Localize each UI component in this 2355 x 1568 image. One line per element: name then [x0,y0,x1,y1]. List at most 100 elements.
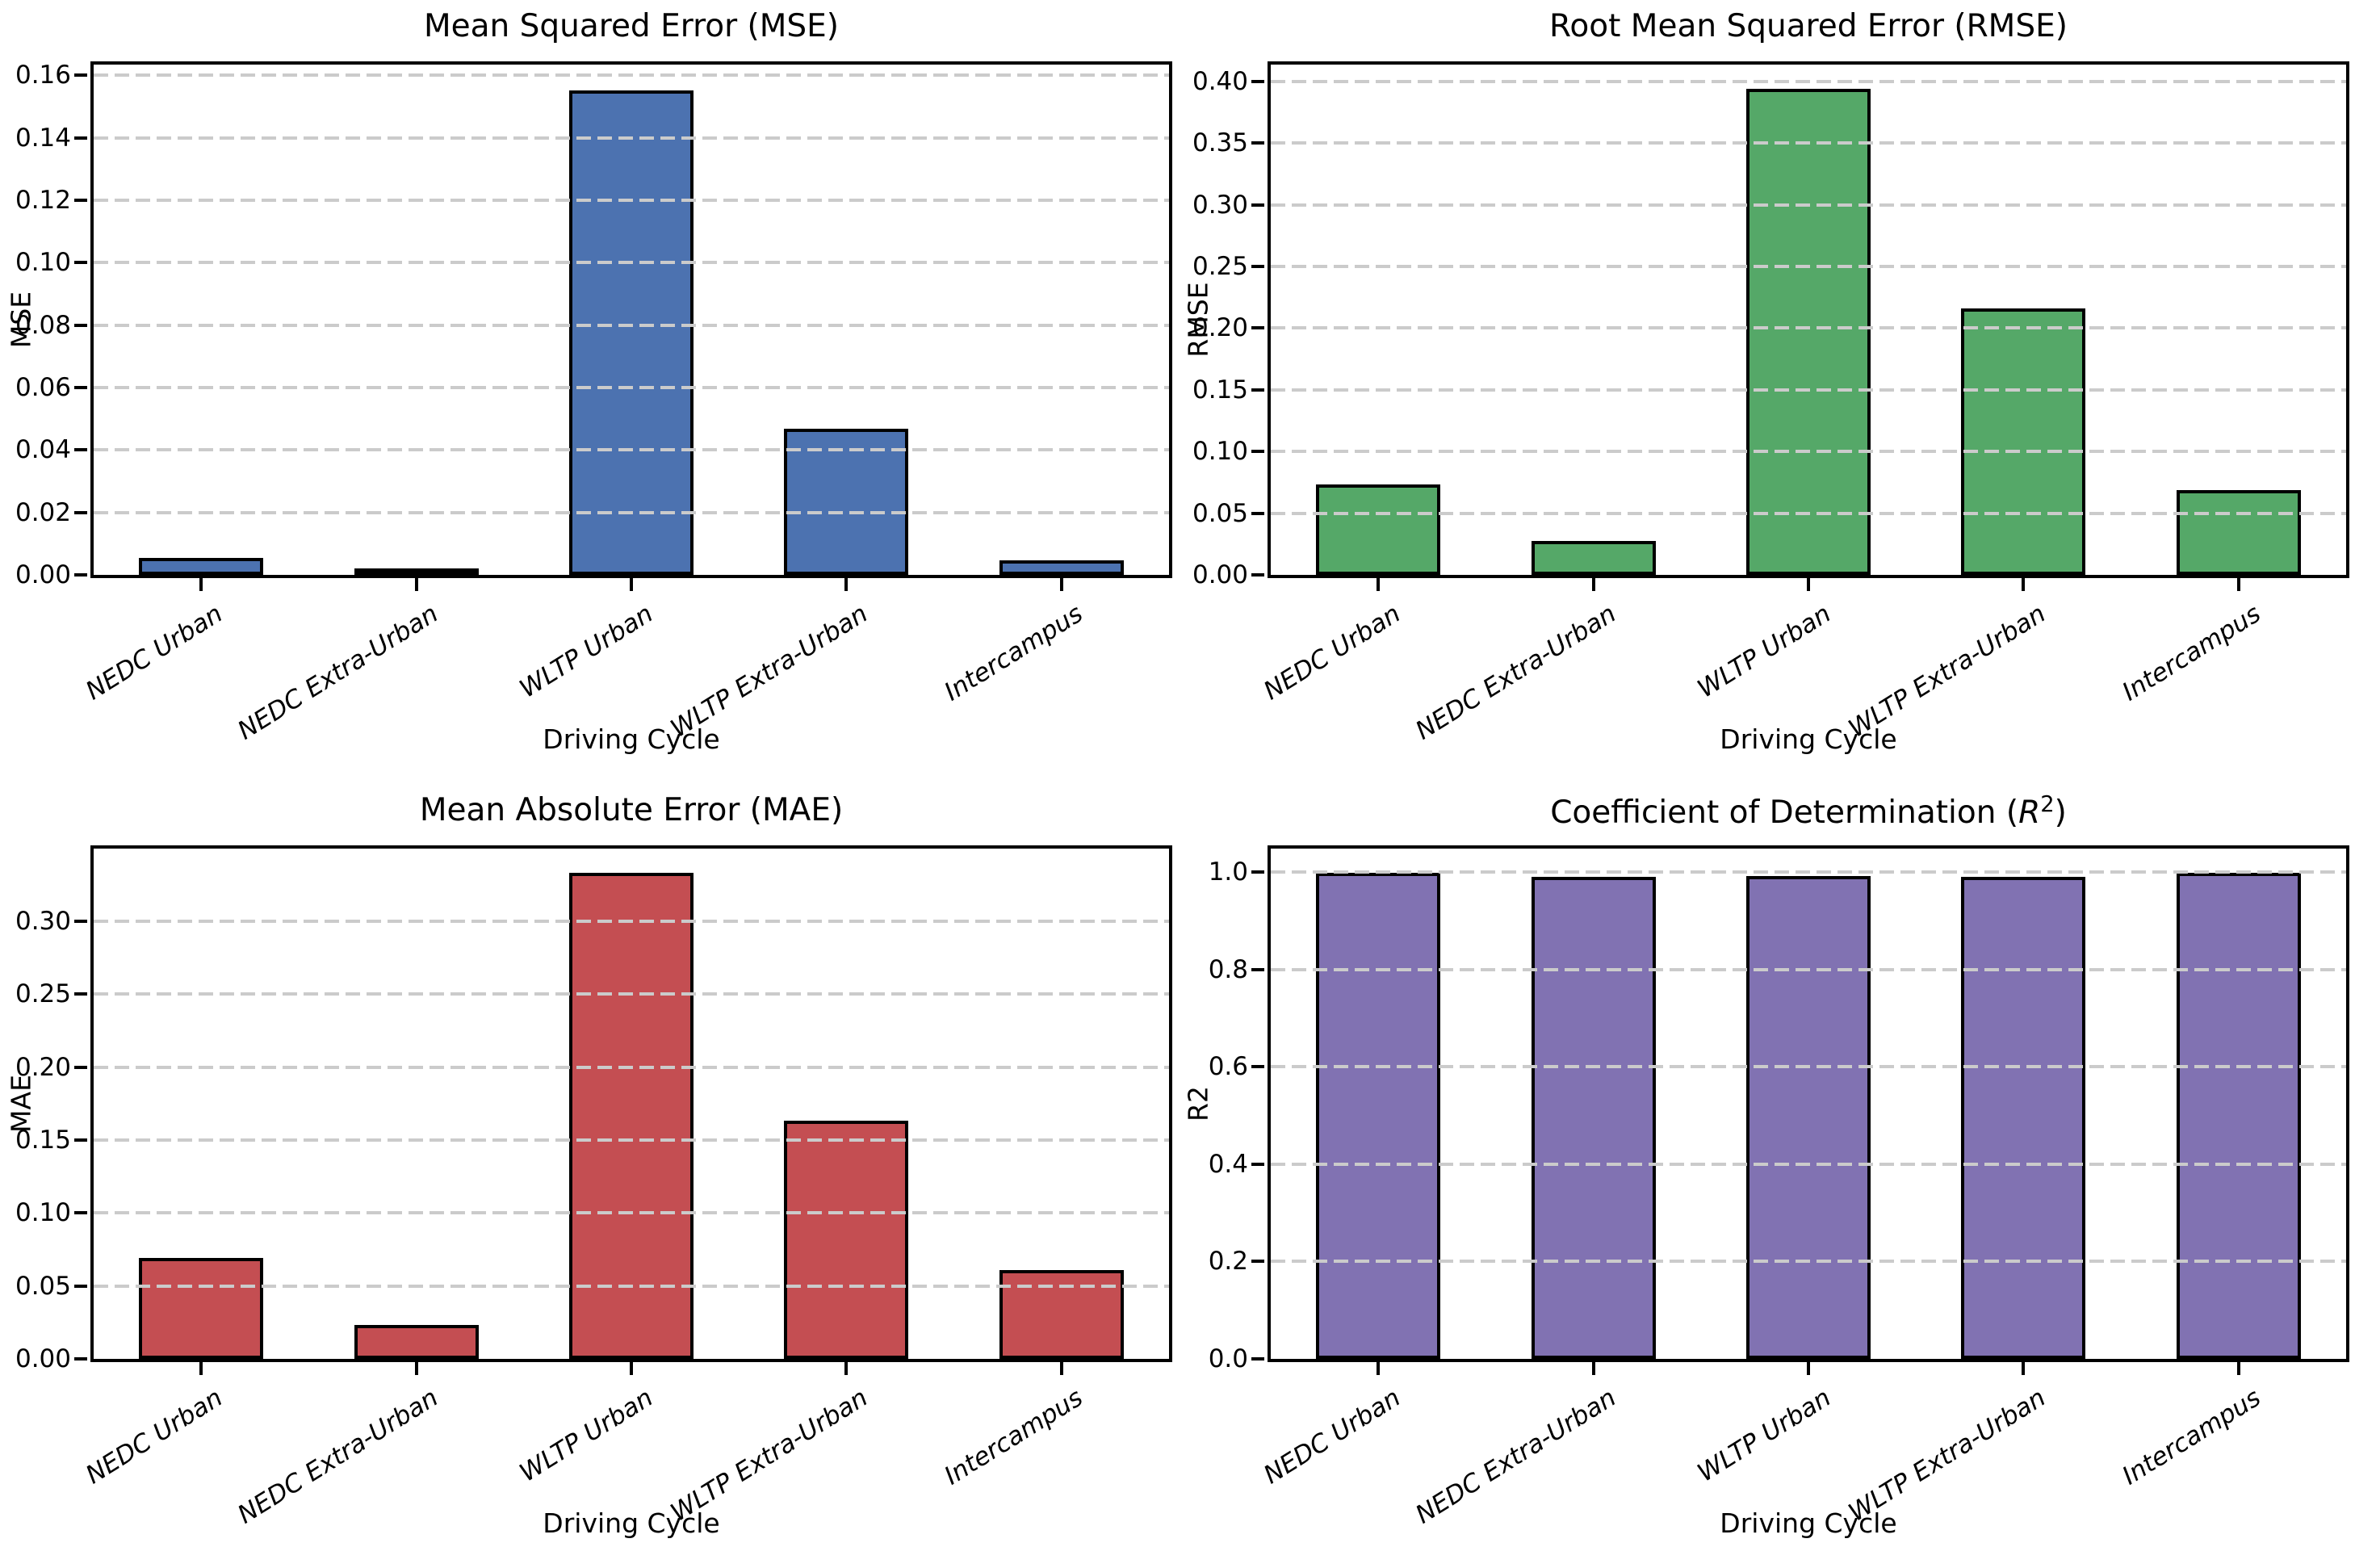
x-axis-label-rmse: Driving Cycle [1720,723,1897,755]
y-tick-mark [74,323,87,327]
x-axis-label-mse: Driving Cycle [543,723,720,755]
bar-wltp-urban [1746,876,1871,1359]
plot-area-r2 [1268,845,2349,1362]
y-tick-label: 0.30 [15,906,71,936]
y-tick-label: 0.6 [1208,1052,1248,1082]
bar-wltp-extra-urban [1961,877,2086,1359]
gridline [1271,870,2346,874]
x-tick-mark [199,1362,203,1375]
plot-area-mse [90,61,1172,578]
y-tick-mark [74,198,87,202]
x-tick-mark [844,1362,849,1375]
y-tick-mark [1251,511,1264,515]
y-tick-label: 0.04 [15,435,71,465]
y-tick-mark [1251,203,1264,207]
y-tick-label: 0.10 [1192,437,1248,467]
gridline [1271,265,2346,269]
y-tick-mark [74,573,87,576]
gridline [1271,1162,2346,1166]
y-tick-mark [74,1211,87,1215]
y-tick-label: 0.2 [1208,1247,1248,1277]
y-tick-label: 0.14 [15,123,71,153]
gridline [1271,967,2346,971]
x-tick-mark [1807,1362,1810,1375]
y-tick-label: 0.0 [1208,1344,1248,1373]
chart-title-rmse: Root Mean Squared Error (RMSE) [1549,8,2068,44]
y-tick-mark [1251,1357,1264,1360]
y-tick-mark [1251,1065,1264,1069]
gridline [94,919,1169,923]
y-tick-label: 0.35 [1192,128,1248,158]
y-tick-label: 0.05 [15,1271,71,1301]
bar-nedc-extra-urban [1531,541,1656,575]
x-tick-mark [1059,578,1063,591]
gridline [94,1284,1169,1288]
y-tick-label: 1.0 [1208,857,1248,887]
bar-wltp-extra-urban [784,1121,909,1359]
gridline [1271,388,2346,392]
x-tick-mark [2022,578,2026,591]
y-tick-mark [74,919,87,923]
x-tick-label: Intercampus [939,1383,1088,1491]
y-tick-label: 0.00 [1192,560,1248,589]
y-tick-mark [1251,388,1264,392]
bar-intercampus [999,560,1124,575]
y-tick-label: 0.20 [1192,313,1248,343]
y-tick-label: 0.00 [15,560,71,589]
y-tick-mark [74,385,87,389]
y-tick-mark [1251,79,1264,83]
y-tick-label: 0.00 [15,1344,71,1373]
bar-nedc-extra-urban [354,568,479,575]
x-tick-label: NEDC Extra-Urban [232,599,443,746]
x-tick-mark [2236,1362,2240,1375]
y-tick-mark [1251,141,1264,145]
bar-nedc-urban [139,558,264,575]
gridline [1271,1260,2346,1264]
x-tick-label: WLTP Extra-Urban [665,1383,874,1528]
y-tick-mark [74,1138,87,1142]
gridline [94,198,1169,202]
gridline [94,448,1169,452]
x-tick-mark [414,578,418,591]
y-tick-label: 0.4 [1208,1149,1248,1179]
y-tick-label: 0.20 [15,1052,71,1082]
bar-nedc-urban [1316,873,1441,1359]
bar-wltp-urban [1746,89,1871,575]
chart-mse-panel: Mean Squared Error (MSE) MSE Driving Cyc… [0,0,1177,784]
x-tick-mark [1059,1362,1063,1375]
bar-nedc-urban [1316,484,1441,575]
x-tick-mark [630,578,633,591]
y-tick-mark [74,510,87,514]
x-tick-label: WLTP Extra-Urban [1843,1383,2051,1528]
chart-title-mse: Mean Squared Error (MSE) [423,8,840,44]
y-tick-mark [74,73,87,78]
x-tick-mark [844,578,849,591]
gridline [1271,326,2346,330]
x-tick-mark [630,1362,633,1375]
y-tick-label: 0.15 [1192,375,1248,405]
y-tick-label: 0.25 [15,979,71,1009]
gridline [94,73,1169,78]
y-tick-mark [74,261,87,265]
y-axis-label-r2: R2 [1182,1086,1214,1121]
x-axis-label-mae: Driving Cycle [543,1507,720,1539]
gridline [94,385,1169,389]
x-tick-label: WLTP Extra-Urban [1843,599,2051,744]
y-tick-mark [1251,1260,1264,1264]
x-tick-label: Intercampus [2117,599,2266,707]
y-tick-label: 0.02 [15,497,71,527]
x-tick-label: NEDC Extra-Urban [1410,1383,1621,1530]
gridline [1271,203,2346,207]
x-tick-label: NEDC Urban [1259,1383,1406,1490]
x-tick-mark [1807,578,1810,591]
y-tick-label: 0.25 [1192,252,1248,282]
y-tick-label: 0.15 [15,1125,71,1155]
y-tick-mark [1251,450,1264,454]
y-tick-mark [74,992,87,996]
chart-mae-panel: Mean Absolute Error (MAE) MAE Driving Cy… [0,784,1177,1568]
gridline [94,1211,1169,1215]
bar-nedc-extra-urban [354,1325,479,1359]
y-tick-label: 0.08 [15,310,71,340]
